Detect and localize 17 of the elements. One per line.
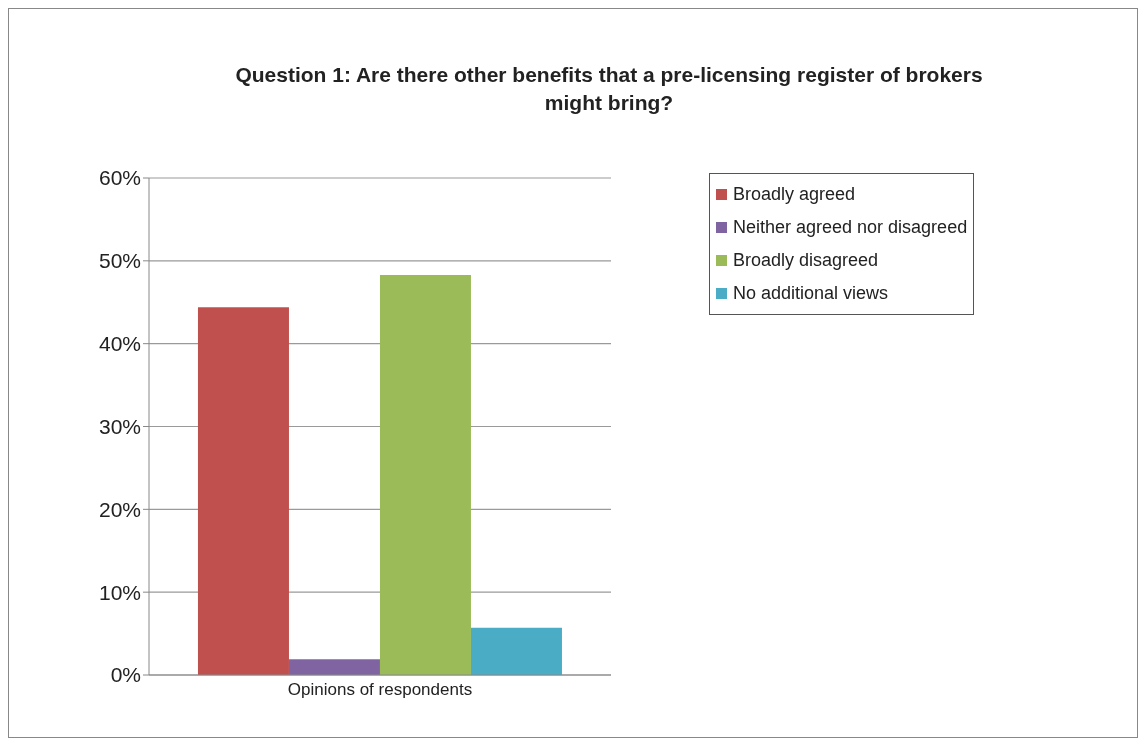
y-tick-label: 10% — [98, 580, 141, 604]
y-tick-label: 60% — [98, 166, 141, 190]
y-tick-label: 40% — [98, 332, 141, 356]
y-tick-label: 20% — [98, 497, 141, 521]
y-tick-label: 30% — [98, 414, 141, 438]
bar — [288, 659, 380, 675]
bar — [379, 274, 471, 675]
legend-label: Broadly disagreed — [733, 249, 879, 272]
bar — [470, 627, 562, 675]
legend-label: Broadly agreed — [733, 183, 856, 206]
x-tick-label: Opinions of respondents — [287, 680, 473, 700]
y-tick-label: 50% — [98, 249, 141, 273]
chart-title: Question 1: Are there other benefits that a pre-licensing register of brokers might bring? — [234, 62, 984, 116]
legend-label: No additional views — [733, 282, 889, 305]
legend-label: Neither agreed nor disagreed — [733, 216, 968, 239]
bar — [197, 307, 289, 675]
y-tick-label: 0% — [110, 663, 141, 687]
